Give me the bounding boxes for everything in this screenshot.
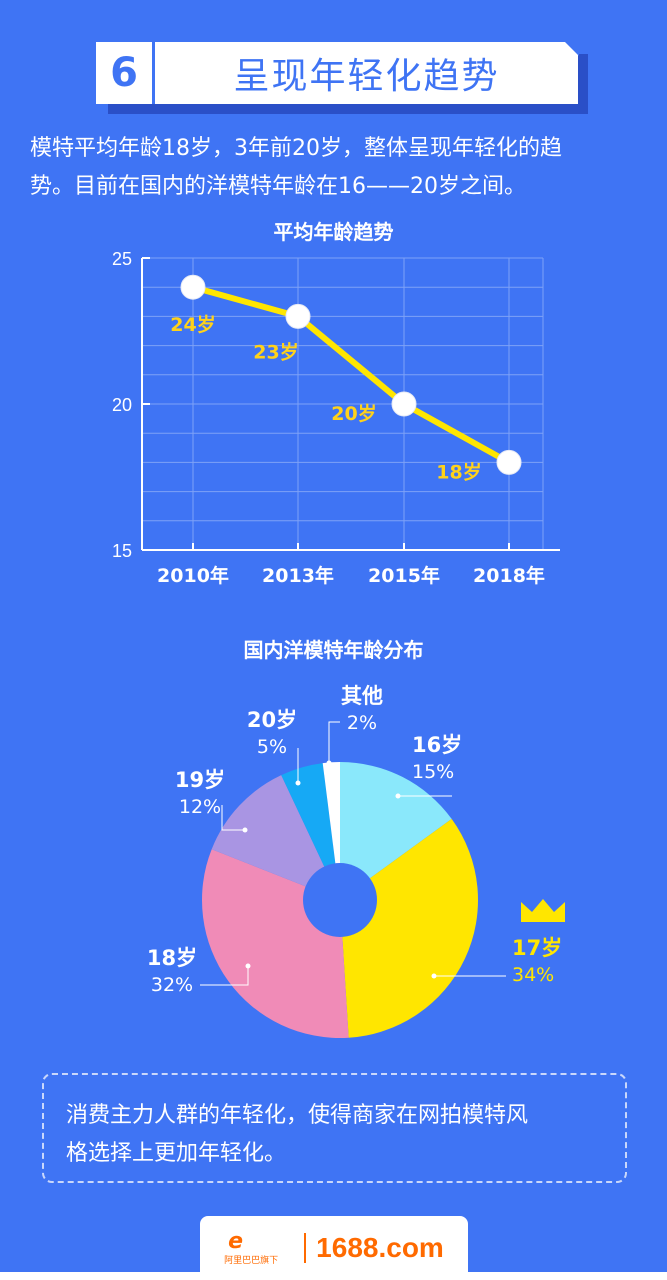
data-point bbox=[285, 303, 311, 329]
x-tick-label: 2010年 bbox=[157, 564, 229, 587]
slice-pct-label: 15% bbox=[412, 761, 454, 783]
intro-text: 模特平均年龄18岁，3年前20岁，整体呈现年轻化的趋 势。目前在国内的洋模特年龄… bbox=[30, 130, 640, 206]
pie-slice bbox=[281, 763, 340, 900]
y-tick-label: 20 bbox=[112, 395, 132, 415]
note-line-1: 消费主力人群的年轻化，使得商家在网拍模特风 bbox=[66, 1103, 529, 1128]
y-tick-label: 15 bbox=[112, 541, 132, 561]
section-banner: 6 呈现年轻化趋势 bbox=[96, 42, 579, 104]
line-chart: 15 20 25 2010年 2013年 2015年 2018年 24岁 23岁 20岁 18岁 bbox=[112, 249, 560, 587]
section-title: 呈现年轻化趋势 bbox=[233, 56, 500, 97]
data-point bbox=[180, 274, 206, 300]
y-tick-label: 25 bbox=[112, 249, 132, 269]
series-line bbox=[192, 284, 511, 466]
crown-icon bbox=[521, 899, 565, 922]
alibaba-logo-icon: e 阿里巴巴旗下 bbox=[224, 1229, 279, 1266]
data-label: 24岁 bbox=[170, 313, 215, 336]
slice-pct-label: 5% bbox=[257, 736, 287, 758]
slice-name-label: 19岁 bbox=[175, 768, 225, 792]
pie-chart-title: 国内洋模特年龄分布 bbox=[243, 638, 424, 662]
summary-note: 消费主力人群的年轻化，使得商家在网拍模特风 格选择上更加年轻化。 bbox=[42, 1073, 627, 1183]
footer-logo[interactable]: e 阿里巴巴旗下 1688.com bbox=[200, 1216, 468, 1280]
section-number: 6 bbox=[96, 42, 155, 104]
data-point bbox=[391, 391, 417, 417]
logo-divider bbox=[304, 1233, 307, 1263]
slice-name-label: 17岁 bbox=[512, 936, 562, 960]
leader-line bbox=[328, 721, 340, 763]
slice-pct-label: 12% bbox=[179, 796, 221, 818]
leader-line bbox=[221, 805, 245, 831]
slice-name-label: 20岁 bbox=[247, 708, 297, 732]
slice-name-label: 16岁 bbox=[412, 733, 462, 757]
slice-name-label: 18岁 bbox=[147, 946, 197, 970]
logo-text: 1688.com bbox=[316, 1232, 444, 1263]
note-line-2: 格选择上更加年轻化。 bbox=[66, 1141, 287, 1166]
data-label: 20岁 bbox=[331, 402, 376, 425]
line-chart-title: 平均年龄趋势 bbox=[273, 220, 394, 244]
data-label: 23岁 bbox=[253, 340, 298, 363]
data-label: 18岁 bbox=[436, 460, 481, 483]
data-point bbox=[496, 449, 522, 475]
slice-pct-label: 32% bbox=[151, 974, 193, 996]
pie-slice bbox=[340, 818, 479, 1038]
slice-pct-label: 2% bbox=[347, 712, 377, 734]
x-tick-label: 2015年 bbox=[368, 564, 440, 587]
intro-line-2: 势。目前在国内的洋模特年龄在16——20岁之间。 bbox=[30, 174, 526, 199]
leader-line bbox=[200, 966, 249, 986]
pie-slice bbox=[211, 775, 340, 900]
intro-line-1: 模特平均年龄18岁，3年前20岁，整体呈现年轻化的趋 bbox=[30, 136, 562, 161]
logo-subtitle: 阿里巴巴旗下 bbox=[224, 1256, 279, 1266]
slice-name-label: 其他 bbox=[341, 684, 383, 708]
x-tick-label: 2018年 bbox=[473, 564, 545, 587]
x-tick-label: 2013年 bbox=[262, 564, 334, 587]
slice-pct-label: 34% bbox=[512, 964, 554, 986]
donut-hole bbox=[303, 863, 377, 937]
